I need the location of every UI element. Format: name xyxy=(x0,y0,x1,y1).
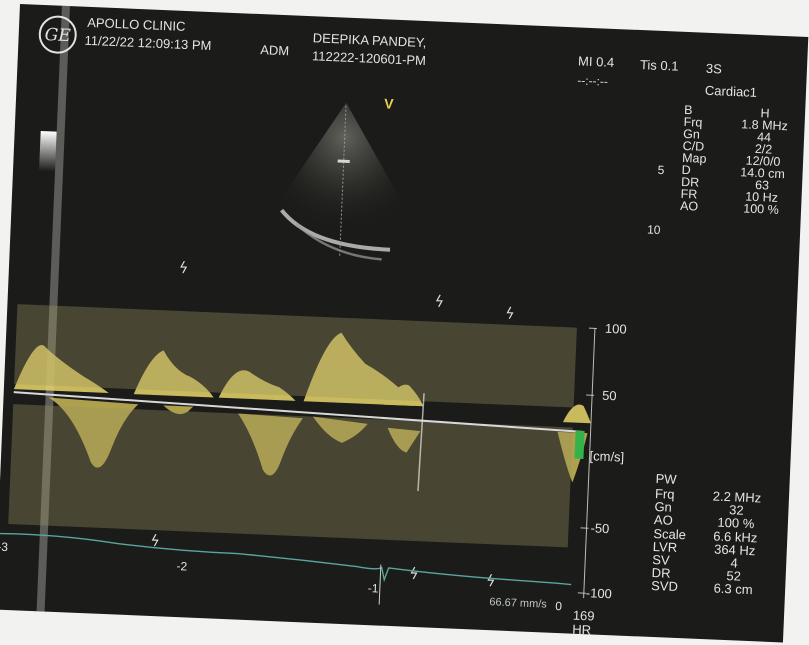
mi-index: MI 0.4 xyxy=(577,53,615,70)
time-dashes: --:--:-- xyxy=(576,73,609,89)
ultrasound-screen: GE APOLLO CLINIC 11/22/22 12:09:13 PM AD… xyxy=(0,4,809,643)
time-tick: 0 xyxy=(554,598,563,614)
gray-map-bar xyxy=(39,130,57,172)
param-key: SVD xyxy=(650,578,679,595)
time-tick: -2 xyxy=(176,559,188,574)
velocity-tick: -100 xyxy=(585,585,613,602)
velocity-tick: 100 xyxy=(604,320,627,337)
pw-parameters: Frq 2.2 MHz Gn 32 AO 100 % Scale 6.6 kHz LVR… xyxy=(650,486,767,598)
heart-rate-unit: HR xyxy=(571,621,592,638)
velocity-tick: 50 xyxy=(601,387,617,404)
probe-name: 3S xyxy=(705,60,723,77)
operator-label: ADM xyxy=(259,42,290,59)
depth-tick: 5 xyxy=(657,162,665,178)
baseline-marker xyxy=(574,430,585,459)
sample-gate xyxy=(337,159,350,163)
tis-index: Tis 0.1 xyxy=(639,57,679,74)
ultrasound-graphics xyxy=(0,5,597,612)
cursor-line xyxy=(339,105,347,258)
param-key: AO xyxy=(679,198,699,214)
ge-logo-icon: GE xyxy=(38,15,77,54)
bmode-sector xyxy=(276,102,407,241)
velocity-tick: -50 xyxy=(590,520,610,537)
svg-text:GE: GE xyxy=(44,25,71,46)
velocity-scale-line xyxy=(583,328,596,599)
sample-volume-marker: V xyxy=(383,95,394,112)
doppler-baseline xyxy=(13,391,583,433)
time-tick: -3 xyxy=(0,539,9,554)
trigger-marks xyxy=(151,260,514,587)
depth-tick: 10 xyxy=(646,222,661,238)
doppler-spectrum xyxy=(13,332,591,424)
sweep-speed: 66.67 mm/s xyxy=(489,596,548,611)
film-streak xyxy=(36,5,70,612)
time-tick: -1 xyxy=(367,581,379,596)
pw-title: PW xyxy=(655,471,677,487)
preset-name: Cardiac1 xyxy=(704,82,758,100)
bmode-valve-echo xyxy=(280,208,391,252)
ecg-trace xyxy=(0,532,572,586)
param-value: 6.3 cm xyxy=(713,580,753,598)
velocity-unit: [cm/s] xyxy=(589,448,625,465)
